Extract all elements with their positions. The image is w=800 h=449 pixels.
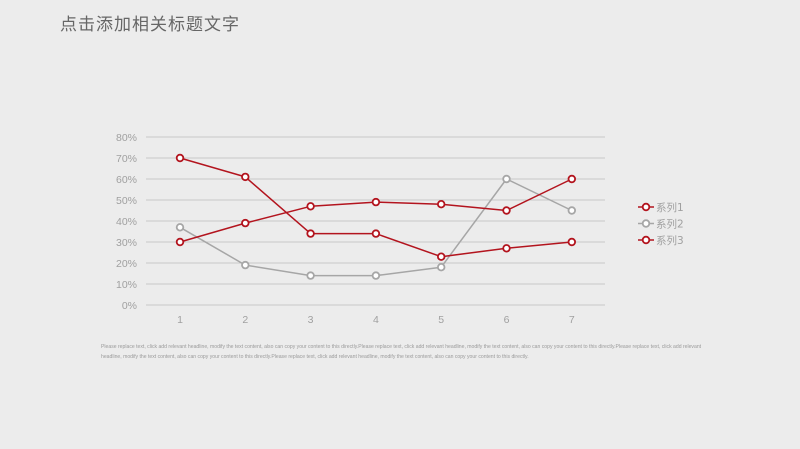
- y-tick-label: 0%: [122, 300, 137, 312]
- y-tick-label: 40%: [116, 216, 137, 228]
- legend-marker: [641, 219, 651, 228]
- data-point: [371, 197, 381, 207]
- legend-label: 系列2: [656, 218, 684, 231]
- data-point: [437, 263, 446, 272]
- y-tick-label: 60%: [116, 174, 137, 186]
- data-point: [567, 237, 576, 247]
- x-tick-label: 2: [242, 314, 248, 326]
- data-point: [306, 271, 315, 280]
- x-tick-label: 4: [373, 314, 379, 326]
- y-tick-label: 50%: [116, 195, 137, 207]
- data-point: [175, 153, 185, 163]
- legend-label: 系列3: [656, 234, 684, 247]
- x-tick-label: 6: [504, 314, 510, 326]
- body-text: Please replace text, click add relevant …: [101, 344, 702, 360]
- y-tick-label: 80%: [116, 132, 137, 144]
- y-tick-label: 20%: [116, 258, 137, 270]
- data-point: [175, 223, 185, 232]
- data-point: [371, 271, 381, 280]
- legend-label: 系列1: [656, 201, 684, 214]
- y-tick-label: 10%: [116, 279, 137, 291]
- data-point: [306, 229, 315, 238]
- data-point: [502, 206, 511, 215]
- x-tick-label: 7: [569, 314, 575, 326]
- data-point: [437, 252, 446, 261]
- legend-marker: [641, 235, 651, 245]
- x-tick-label: 3: [308, 314, 314, 326]
- page-title: 点击添加相关标题文字: [60, 15, 240, 35]
- legend-marker: [641, 202, 651, 212]
- data-point: [175, 237, 185, 247]
- data-point: [567, 174, 576, 184]
- y-tick-label: 70%: [116, 153, 137, 165]
- y-tick-label: 30%: [116, 237, 137, 249]
- x-tick-label: 5: [438, 314, 444, 326]
- data-point: [502, 244, 511, 253]
- data-point: [437, 199, 446, 209]
- data-point: [241, 260, 250, 270]
- data-point: [567, 206, 576, 215]
- data-point: [502, 174, 511, 184]
- data-point: [241, 172, 250, 182]
- data-point: [306, 202, 315, 211]
- series-line: [179, 178, 573, 277]
- x-tick-label: 1: [177, 314, 183, 326]
- data-point: [371, 229, 381, 238]
- data-point: [241, 218, 250, 228]
